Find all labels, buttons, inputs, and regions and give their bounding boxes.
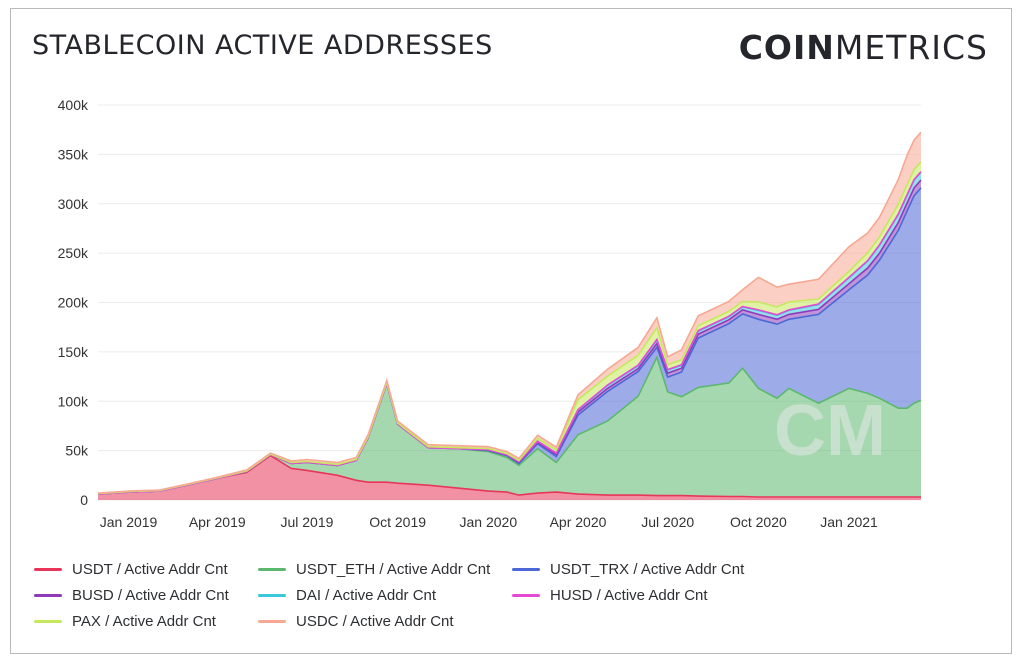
- logo-light-text: METRICS: [834, 28, 988, 67]
- legend-item[interactable]: USDT / Active Addr Cnt: [34, 561, 228, 578]
- legend-item[interactable]: USDT_ETH / Active Addr Cnt: [258, 561, 490, 578]
- legend-swatch: [512, 568, 540, 571]
- y-tick-label: 50k: [65, 443, 89, 459]
- legend-label: USDT / Active Addr Cnt: [72, 561, 228, 578]
- legend-item[interactable]: USDC / Active Addr Cnt: [258, 613, 454, 630]
- legend-item[interactable]: PAX / Active Addr Cnt: [34, 613, 216, 630]
- legend-item[interactable]: BUSD / Active Addr Cnt: [34, 587, 229, 604]
- legend-swatch: [34, 568, 62, 571]
- legend-swatch: [512, 594, 540, 597]
- x-tick-label: Jan 2021: [820, 514, 878, 530]
- legend-item[interactable]: DAI / Active Addr Cnt: [258, 587, 436, 604]
- x-tick-label: Apr 2019: [189, 514, 246, 530]
- y-tick-label: 0: [80, 492, 88, 508]
- legend-label: HUSD / Active Addr Cnt: [550, 587, 708, 604]
- logo-bold-text: COIN: [738, 28, 835, 67]
- area-2: [98, 187, 921, 495]
- y-tick-label: 150k: [58, 344, 89, 360]
- y-axis: 0 50k 100k 150k 200k 250k 300k 350k 400k: [58, 97, 89, 508]
- legend-label: USDC / Active Addr Cnt: [296, 613, 454, 630]
- legend-swatch: [34, 594, 62, 597]
- chart-title: STABLECOIN ACTIVE ADDRESSES: [32, 30, 493, 61]
- y-tick-label: 400k: [58, 97, 89, 113]
- legend-label: PAX / Active Addr Cnt: [72, 613, 216, 630]
- legend-label: USDT_ETH / Active Addr Cnt: [296, 561, 491, 578]
- cm-watermark: CM: [774, 391, 886, 471]
- area-0: [98, 455, 921, 500]
- legend-item[interactable]: HUSD / Active Addr Cnt: [512, 587, 708, 604]
- legend-swatch: [258, 620, 286, 623]
- legend-label: USDT_TRX / Active Addr Cnt: [550, 561, 745, 578]
- legend-label: DAI / Active Addr Cnt: [296, 587, 437, 604]
- y-tick-label: 200k: [58, 295, 89, 311]
- legend-swatch: [258, 568, 286, 571]
- x-tick-label: Oct 2020: [730, 514, 787, 530]
- x-tick-label: Jan 2019: [100, 514, 158, 530]
- y-tick-label: 250k: [58, 245, 89, 261]
- legend-swatch: [258, 594, 286, 597]
- legend-swatch: [34, 620, 62, 623]
- series-line-7: [97, 131, 922, 494]
- legend-item[interactable]: USDT_TRX / Active Addr Cnt: [512, 561, 744, 578]
- x-tick-label: Jul 2019: [280, 514, 333, 530]
- x-tick-label: Jan 2020: [460, 514, 518, 530]
- coinmetrics-logo: COINMETRICS: [739, 28, 988, 67]
- series-lines: [97, 131, 922, 498]
- series-line-6: [97, 161, 922, 495]
- y-tick-label: 350k: [58, 146, 89, 162]
- area-1: [98, 357, 921, 497]
- legend-label: BUSD / Active Addr Cnt: [72, 587, 229, 604]
- area-series: [98, 132, 921, 500]
- y-tick-label: 300k: [58, 196, 89, 212]
- x-axis: Jan 2019 Apr 2019 Jul 2019 Oct 2019 Jan 2020…: [100, 514, 878, 530]
- series-line-0: [97, 454, 921, 498]
- x-tick-label: Apr 2020: [550, 514, 607, 530]
- y-tick-label: 100k: [58, 393, 89, 409]
- x-tick-label: Oct 2019: [369, 514, 426, 530]
- x-tick-label: Jul 2020: [641, 514, 694, 530]
